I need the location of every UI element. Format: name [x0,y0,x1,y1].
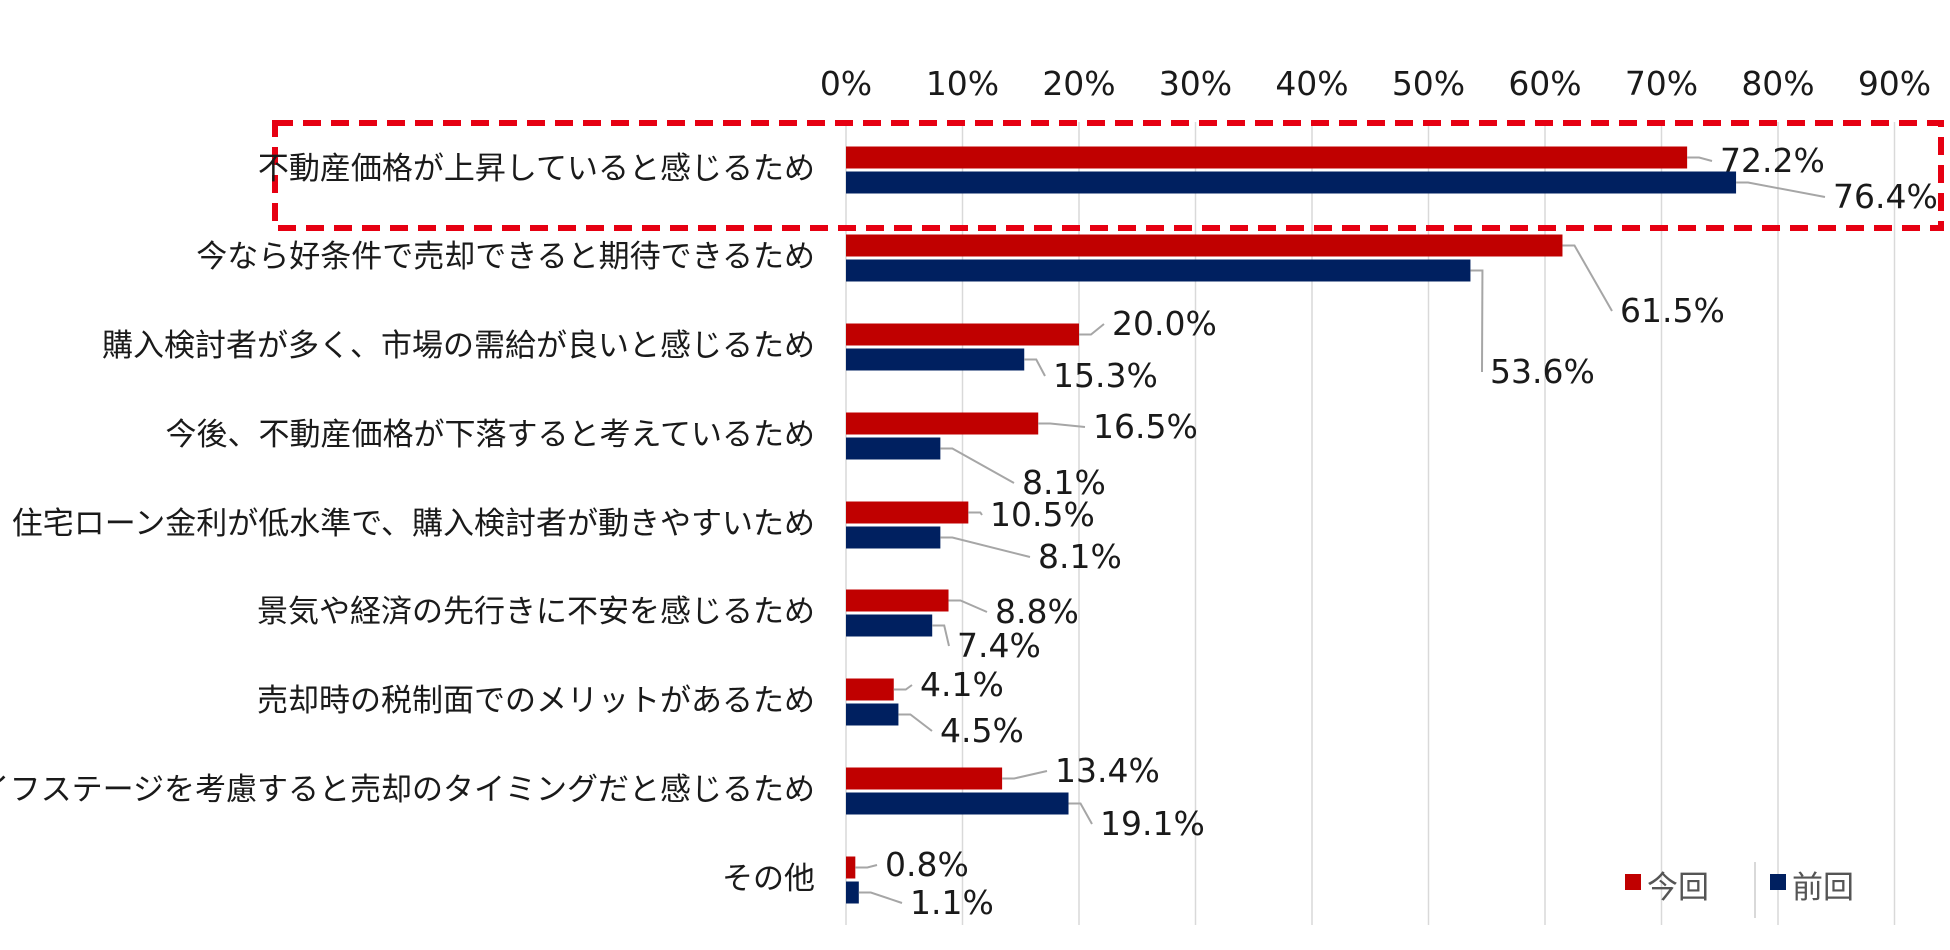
data-label: 20.0% [1112,304,1217,343]
leader-line [1068,802,1093,825]
x-tick-label: 80% [1741,64,1814,103]
leader-line [1038,422,1086,428]
category-label: 景気や経済の先行きに不安を感じるため [257,594,815,630]
data-label: 13.4% [1055,751,1160,790]
data-label: 1.1% [910,883,994,922]
x-tick-label: 70% [1625,64,1698,103]
x-tick-label: 0% [820,64,872,103]
leader-line [1736,181,1826,198]
bar-current [846,589,949,612]
data-label: 61.5% [1620,291,1725,330]
category-label: 売却時の税制面でのメリットがあるため [257,683,815,719]
bar-previous [846,171,1737,194]
bar-current [846,323,1079,346]
bar-previous [846,259,1471,282]
legend-label: 前回 [1792,870,1854,906]
leader-line [855,864,878,869]
category-label: その他 [722,861,815,897]
data-label: 16.5% [1093,407,1198,446]
bar-previous [846,437,941,460]
data-label: 8.1% [1038,537,1122,576]
leader-line [932,624,950,647]
data-label: 10.5% [990,495,1095,534]
leader-line [940,536,1031,558]
data-label: 53.6% [1490,352,1595,391]
leader-line [968,511,983,516]
bar-current [846,412,1039,435]
leader-line [1002,770,1048,780]
data-label: 0.8% [885,845,969,884]
data-label: 76.4% [1833,177,1938,216]
bar-current [846,678,894,701]
bar-previous [846,881,859,904]
data-label: 4.5% [940,711,1024,750]
x-tick-label: 30% [1159,64,1232,103]
bar-previous [846,526,941,549]
bar-current [846,767,1003,790]
x-tick-label: 90% [1858,64,1931,103]
highlight-box [272,120,1944,231]
data-label: 8.8% [995,592,1079,631]
leader-line [1470,269,1484,373]
x-tick-label: 10% [926,64,999,103]
category-label: 住宅ローン金利が低水準で、購入検討者が動きやすいため [12,506,815,542]
bar-previous [846,792,1069,815]
leader-line [898,713,933,732]
data-label: 7.4% [957,626,1041,665]
data-label: 19.1% [1100,804,1205,843]
leader-line [1079,323,1105,336]
legend-swatch [1770,874,1786,890]
x-tick-label: 60% [1508,64,1581,103]
category-label: 購入検討者が多く、市場の需給が良いと感じるため [102,328,815,364]
leader-line [940,447,1015,484]
x-tick-label: 50% [1392,64,1465,103]
data-label: 4.1% [920,665,1004,704]
bar-current [846,146,1688,169]
leader-line [948,599,988,613]
category-label: 不動産価格が上昇していると感じるため [258,151,815,187]
data-label: 8.1% [1022,463,1106,502]
category-label: 今後、不動産価格が下落すると考えているため [166,417,815,453]
bar-previous [846,614,933,637]
data-label: 72.2% [1720,141,1825,180]
leader-line [893,684,913,691]
leader-line [1687,156,1713,162]
category-label: 自身のライフステージを考慮すると売却のタイミングだと感じるため [0,772,815,808]
x-tick-label: 40% [1275,64,1348,103]
leader-line [1562,244,1613,312]
leader-line [1024,358,1046,377]
legend-label: 今回 [1647,870,1709,906]
bar-current [846,501,969,524]
x-tick-label: 20% [1042,64,1115,103]
bar-current [846,856,856,879]
leader-line [858,891,903,904]
bar-previous [846,703,899,726]
legend-swatch [1625,874,1641,890]
data-label: 15.3% [1053,356,1158,395]
category-label: 今なら好条件で売却できると期待できるため [196,239,815,275]
bar-current [846,234,1563,257]
bar-previous [846,348,1025,371]
